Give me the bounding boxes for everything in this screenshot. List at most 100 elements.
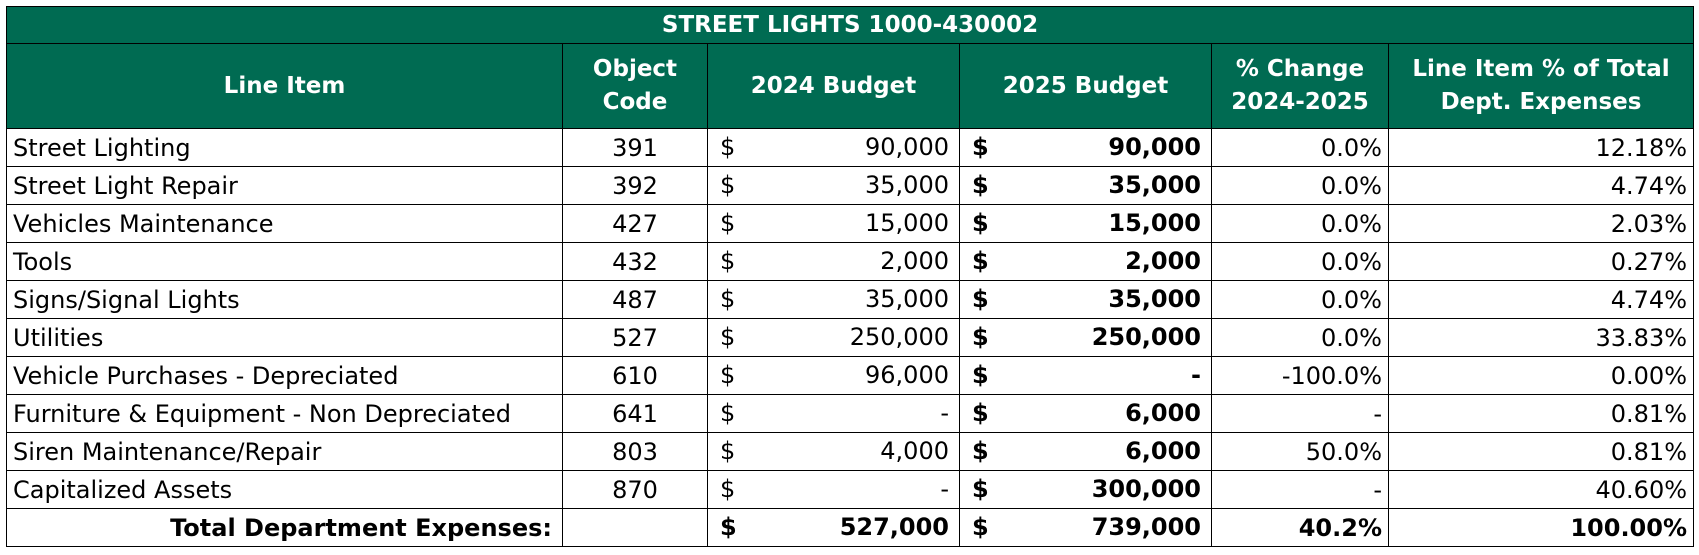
- line-item-cell: Street Light Repair: [6, 166, 563, 205]
- object-code-cell: 391: [562, 128, 708, 167]
- currency-symbol: $: [720, 399, 736, 427]
- object-code-cell: 432: [562, 242, 708, 281]
- budget-2025-cell: $250,000: [959, 318, 1212, 357]
- pct-total-cell: 33.83%: [1387, 318, 1695, 357]
- budget-table: STREET LIGHTS 1000-430002 Line Item Obje…: [5, 6, 1695, 547]
- pct-change-cell: 0.0%: [1211, 166, 1389, 205]
- table-row: Furniture & Equipment - Non Depreciated 6…: [6, 394, 1695, 433]
- pct-change-cell: 0.0%: [1211, 318, 1389, 357]
- amount: 250,000: [1091, 323, 1201, 351]
- pct-change-cell: 50.0%: [1211, 432, 1389, 471]
- currency-symbol: $: [972, 133, 989, 161]
- total-2024-budget: $ 527,000: [707, 508, 960, 547]
- amount: 15,000: [1108, 209, 1201, 237]
- budget-2024-cell: $ -: [707, 470, 960, 509]
- line-item-cell: Capitalized Assets: [6, 470, 563, 509]
- pct-total-cell: 2.03%: [1387, 204, 1695, 243]
- table-body: Street Lighting 391 $90,000 $90,000 0.0% 12.1…: [6, 128, 1695, 509]
- pct-change-cell: 0.0%: [1211, 128, 1389, 167]
- budget-2025-cell: $6,000: [959, 432, 1212, 471]
- object-code-cell: 427: [562, 204, 708, 243]
- amount: 300,000: [1091, 475, 1201, 503]
- object-code-cell: 641: [562, 394, 708, 433]
- budget-2025-cell: $15,000: [959, 204, 1212, 243]
- line-item-cell: Siren Maintenance/Repair: [6, 432, 563, 471]
- table-row: Street Lighting 391 $90,000 $90,000 0.0% 12.1…: [6, 128, 1695, 167]
- title-row: STREET LIGHTS 1000-430002: [5, 6, 1695, 44]
- total-label: Total Department Expenses:: [6, 508, 563, 547]
- budget-2024-cell: $250,000: [707, 318, 960, 357]
- pct-total-cell: 12.18%: [1387, 128, 1695, 167]
- budget-2024-cell: $90,000: [707, 128, 960, 167]
- currency-symbol: $: [972, 209, 989, 237]
- budget-2024-cell: $35,000: [707, 166, 960, 205]
- budget-2024-cell: $15,000: [707, 204, 960, 243]
- amount: 527,000: [839, 513, 949, 541]
- table-row: Street Light Repair 392 $35,000 $35,000 0.0%…: [6, 166, 1695, 205]
- object-code-cell: 527: [562, 318, 708, 357]
- budget-2024-cell: $35,000: [707, 280, 960, 319]
- amount: 2,000: [1125, 247, 1201, 275]
- budget-2025-cell: $35,000: [959, 280, 1212, 319]
- currency-symbol: $: [720, 247, 736, 275]
- pct-change-cell: -: [1211, 470, 1389, 509]
- header-2024-budget: 2024 Budget: [707, 43, 960, 129]
- currency-symbol: $: [720, 437, 736, 465]
- pct-change-cell: 0.0%: [1211, 242, 1389, 281]
- header-line-item: Line Item: [6, 43, 563, 129]
- table-row: Vehicle Purchases - Depreciated 610 $96,00…: [6, 356, 1695, 395]
- line-item-cell: Vehicle Purchases - Depreciated: [6, 356, 563, 395]
- currency-symbol: $: [720, 475, 736, 503]
- budget-2024-cell: $2,000: [707, 242, 960, 281]
- currency-symbol: $: [972, 323, 989, 351]
- pct-change-cell: 0.0%: [1211, 204, 1389, 243]
- total-object-code: [562, 508, 708, 547]
- pct-total-cell: 4.74%: [1387, 280, 1695, 319]
- amount: 90,000: [1108, 133, 1201, 161]
- amount: 739,000: [1091, 513, 1201, 541]
- total-pct-change: 40.2%: [1211, 508, 1389, 547]
- table-row: Capitalized Assets 870 $ - $300,000-40.60%: [6, 470, 1695, 509]
- line-item-cell: Tools: [6, 242, 563, 281]
- currency-symbol: $: [720, 361, 736, 389]
- amount: -: [940, 399, 949, 427]
- header-row: Line Item Object Code 2024 Budget 2025 B…: [6, 43, 1695, 129]
- budget-2024-cell: $96,000: [707, 356, 960, 395]
- amount: 35,000: [1108, 171, 1201, 199]
- table-title: STREET LIGHTS 1000-430002: [5, 6, 1695, 44]
- amount: -: [1191, 361, 1201, 389]
- total-2025-budget: $ 739,000: [959, 508, 1212, 547]
- pct-change-cell: -100.0%: [1211, 356, 1389, 395]
- amount: 6,000: [1125, 399, 1201, 427]
- amount: -: [940, 475, 949, 503]
- table-row: Signs/Signal Lights 487 $35,000 $35,000 0.0%…: [6, 280, 1695, 319]
- pct-total-cell: 40.60%: [1387, 470, 1695, 509]
- pct-total-cell: 0.27%: [1387, 242, 1695, 281]
- amount: 15,000: [865, 209, 949, 237]
- currency-symbol: $: [972, 361, 989, 389]
- object-code-cell: 610: [562, 356, 708, 395]
- total-pct-total: 100.00%: [1387, 508, 1695, 547]
- currency-symbol: $: [720, 133, 736, 161]
- currency-symbol: $: [972, 437, 989, 465]
- table-row: Vehicles Maintenance 427 $15,000 $15,000 0.0…: [6, 204, 1695, 243]
- header-pct-change: % Change 2024-2025: [1211, 43, 1389, 129]
- currency-symbol: $: [972, 475, 989, 503]
- budget-2024-cell: $4,000: [707, 432, 960, 471]
- header-object-code: Object Code: [562, 43, 708, 129]
- pct-total-cell: 0.81%: [1387, 432, 1695, 471]
- line-item-cell: Signs/Signal Lights: [6, 280, 563, 319]
- table-row: Utilities 527 $250,000 $250,000 0.0% 33.83%: [6, 318, 1695, 357]
- line-item-cell: Utilities: [6, 318, 563, 357]
- currency-symbol: $: [720, 209, 736, 237]
- pct-change-cell: 0.0%: [1211, 280, 1389, 319]
- object-code-cell: 803: [562, 432, 708, 471]
- table-row: Siren Maintenance/Repair 803 $4,000 $6,000 5…: [6, 432, 1695, 471]
- total-row: Total Department Expenses: $ 527,000 $ 7…: [6, 508, 1695, 547]
- budget-2025-cell: $35,000: [959, 166, 1212, 205]
- pct-total-cell: 0.81%: [1387, 394, 1695, 433]
- amount: 250,000: [849, 323, 949, 351]
- object-code-cell: 392: [562, 166, 708, 205]
- currency-symbol: $: [720, 285, 736, 313]
- budget-2025-cell: $ -: [959, 356, 1212, 395]
